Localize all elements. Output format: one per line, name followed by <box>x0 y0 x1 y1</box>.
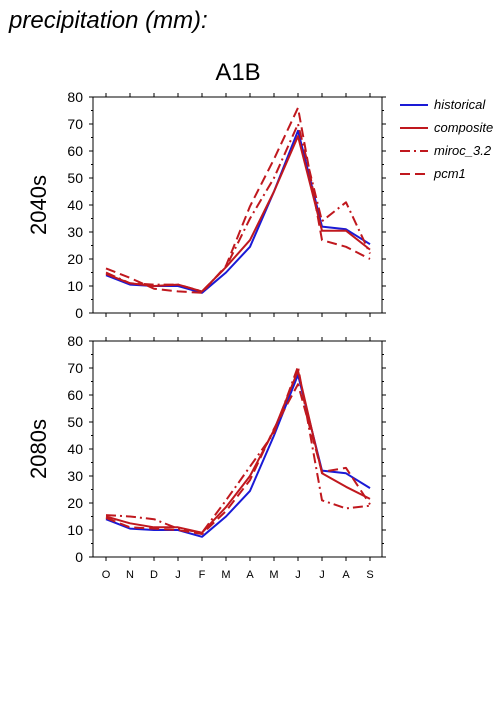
y-tick-label: 70 <box>67 116 83 132</box>
legend: historical composite miroc_3.2 pcm1 <box>400 97 493 181</box>
panel-2080s: 0 10 20 30 40 50 60 70 80 O N D J F M A M J J A S 2080s <box>26 333 386 581</box>
legend-label: pcm1 <box>433 166 466 181</box>
y-tick-label: 10 <box>67 278 83 294</box>
x-tick-label: A <box>246 569 254 581</box>
series-line-composite <box>105 369 371 534</box>
x-tick-label: J <box>295 569 301 581</box>
chart-panels: 0 10 20 30 40 50 60 70 80 2040s 0 10 20 30 40 50 60 70 80 O… <box>26 89 386 581</box>
y-tick-label: 20 <box>67 495 83 511</box>
panel-2040s: 0 10 20 30 40 50 60 70 80 2040s <box>26 89 386 321</box>
series-line-pcm1 <box>105 106 371 294</box>
x-tick-label: M <box>269 569 278 581</box>
panel-label: 2080s <box>26 419 51 479</box>
series-line-pcm1 <box>105 383 371 535</box>
x-tick-label: N <box>126 569 134 581</box>
series-line-historical <box>105 373 371 538</box>
y-tick-label: 50 <box>67 414 83 430</box>
legend-label: miroc_3.2 <box>434 143 492 158</box>
y-tick-label: 20 <box>67 251 83 267</box>
y-tick-label: 40 <box>67 197 83 213</box>
x-tick-label: M <box>221 569 230 581</box>
series-line-historical <box>105 129 371 294</box>
x-tick-label: J <box>319 569 325 581</box>
y-tick-label: 50 <box>67 170 83 186</box>
panel-label: 2040s <box>26 175 51 235</box>
y-tick-label: 30 <box>67 224 83 240</box>
series-line-miroc_3.2 <box>105 365 371 534</box>
y-tick-label: 40 <box>67 441 83 457</box>
y-tick-label: 60 <box>67 387 83 403</box>
y-tick-label: 70 <box>67 360 83 376</box>
page-title: precipitation (mm): <box>8 7 208 34</box>
x-tick-label: S <box>366 569 373 581</box>
legend-label: composite <box>434 120 493 135</box>
series-line-miroc_3.2 <box>105 123 371 293</box>
x-tick-label: D <box>150 569 158 581</box>
y-tick-label: 10 <box>67 522 83 538</box>
x-tick-label: J <box>175 569 181 581</box>
y-tick-label: 0 <box>75 305 83 321</box>
y-tick-label: 80 <box>67 89 83 105</box>
x-tick-label: A <box>342 569 350 581</box>
series-line-composite <box>105 135 371 293</box>
legend-label: historical <box>434 97 486 112</box>
x-tick-label: F <box>199 569 206 581</box>
y-tick-label: 80 <box>67 333 83 349</box>
y-tick-label: 60 <box>67 143 83 159</box>
scenario-title: A1B <box>215 59 260 86</box>
y-tick-label: 0 <box>75 549 83 565</box>
y-tick-label: 30 <box>67 468 83 484</box>
x-tick-label: O <box>102 569 111 581</box>
